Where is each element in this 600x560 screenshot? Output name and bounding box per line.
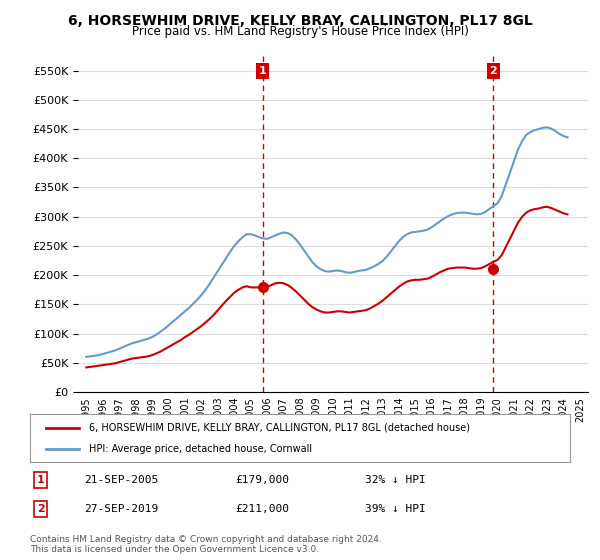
Text: 21-SEP-2005: 21-SEP-2005 bbox=[84, 475, 158, 485]
Text: £211,000: £211,000 bbox=[235, 504, 289, 514]
Text: 32% ↓ HPI: 32% ↓ HPI bbox=[365, 475, 425, 485]
Text: 1: 1 bbox=[259, 66, 266, 76]
Text: 1: 1 bbox=[37, 475, 44, 485]
Text: 6, HORSEWHIM DRIVE, KELLY BRAY, CALLINGTON, PL17 8GL (detached house): 6, HORSEWHIM DRIVE, KELLY BRAY, CALLINGT… bbox=[89, 423, 470, 433]
Text: HPI: Average price, detached house, Cornwall: HPI: Average price, detached house, Corn… bbox=[89, 444, 313, 454]
Text: £179,000: £179,000 bbox=[235, 475, 289, 485]
Text: Contains HM Land Registry data © Crown copyright and database right 2024.
This d: Contains HM Land Registry data © Crown c… bbox=[30, 535, 382, 554]
Text: 27-SEP-2019: 27-SEP-2019 bbox=[84, 504, 158, 514]
Text: 2: 2 bbox=[490, 66, 497, 76]
Text: 2: 2 bbox=[37, 504, 44, 514]
Text: 39% ↓ HPI: 39% ↓ HPI bbox=[365, 504, 425, 514]
Text: 6, HORSEWHIM DRIVE, KELLY BRAY, CALLINGTON, PL17 8GL: 6, HORSEWHIM DRIVE, KELLY BRAY, CALLINGT… bbox=[68, 14, 532, 28]
Text: Price paid vs. HM Land Registry's House Price Index (HPI): Price paid vs. HM Land Registry's House … bbox=[131, 25, 469, 38]
